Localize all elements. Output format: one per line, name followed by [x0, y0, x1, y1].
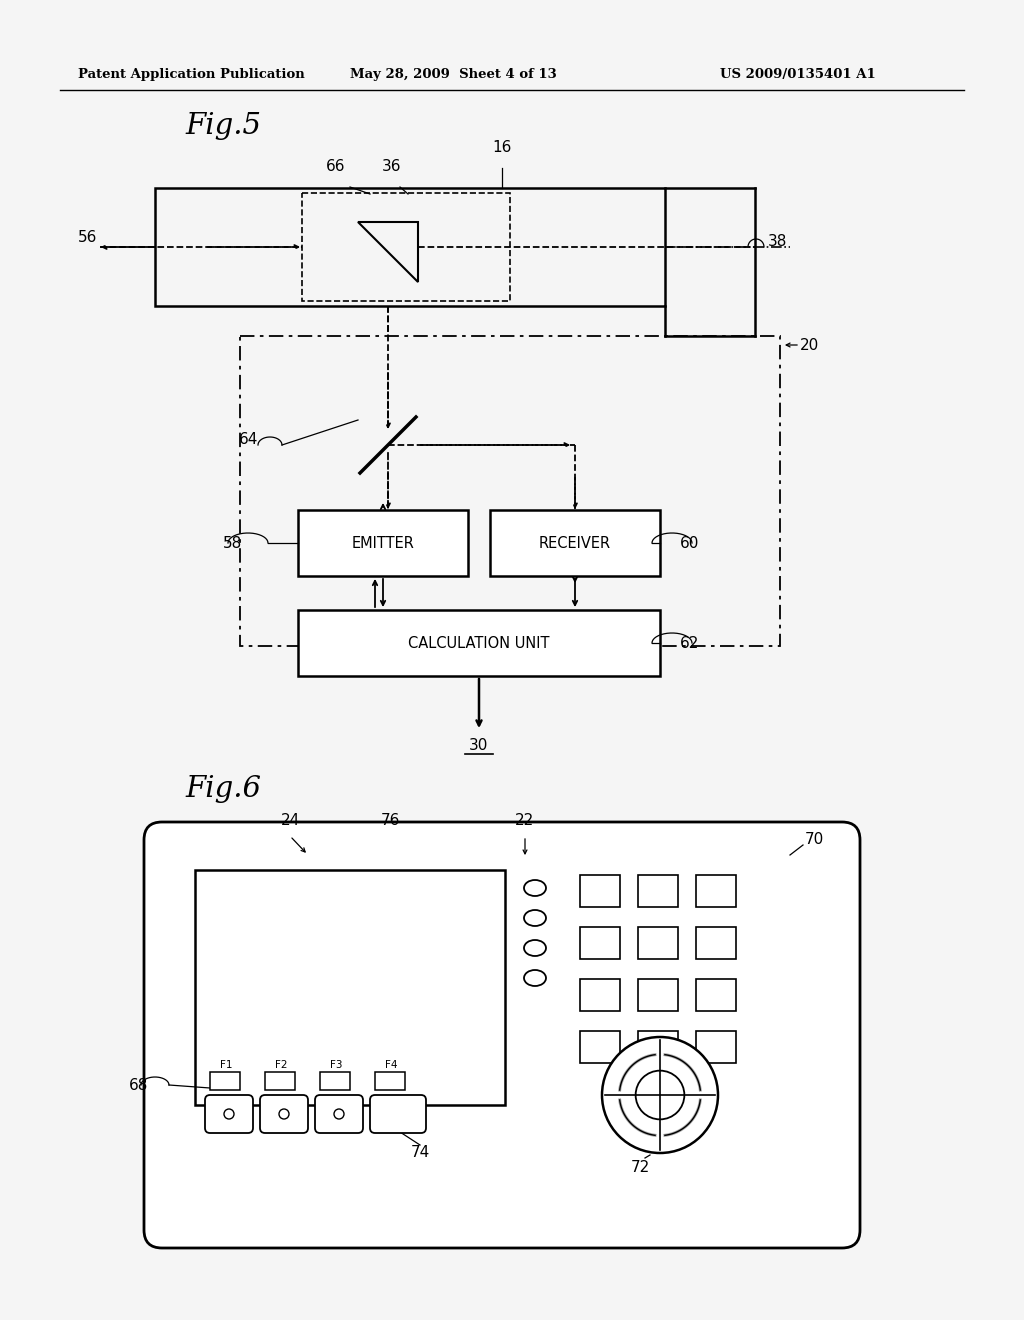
Text: 68: 68: [129, 1077, 148, 1093]
Text: 38: 38: [768, 235, 787, 249]
Circle shape: [224, 1109, 234, 1119]
Ellipse shape: [524, 970, 546, 986]
Text: F3: F3: [330, 1060, 342, 1071]
Bar: [240, 337, 780, 645]
Text: 66: 66: [327, 158, 346, 174]
Bar: [580, 875, 620, 907]
FancyBboxPatch shape: [370, 1096, 426, 1133]
FancyBboxPatch shape: [260, 1096, 308, 1133]
Text: 62: 62: [680, 635, 699, 651]
Text: 30: 30: [469, 738, 488, 752]
Bar: [580, 1031, 620, 1063]
Bar: [580, 979, 620, 1011]
Text: 20: 20: [800, 338, 819, 352]
Text: EMITTER: EMITTER: [351, 536, 415, 550]
FancyBboxPatch shape: [205, 1096, 253, 1133]
Bar: [195, 870, 505, 1105]
Bar: [696, 875, 736, 907]
Text: 72: 72: [631, 1160, 649, 1175]
Bar: [580, 927, 620, 960]
Text: 60: 60: [680, 536, 699, 550]
Bar: [319, 1072, 350, 1090]
Bar: [696, 979, 736, 1011]
Circle shape: [636, 1071, 684, 1119]
Text: 76: 76: [380, 813, 399, 828]
Text: 64: 64: [239, 433, 258, 447]
Text: F4: F4: [385, 1060, 397, 1071]
Circle shape: [334, 1109, 344, 1119]
Bar: [265, 1072, 295, 1090]
Bar: [298, 510, 468, 576]
Text: Fig.5: Fig.5: [185, 112, 261, 140]
Ellipse shape: [524, 880, 546, 896]
Bar: [375, 1072, 406, 1090]
Bar: [638, 927, 678, 960]
FancyBboxPatch shape: [144, 822, 860, 1247]
Text: 74: 74: [411, 1144, 430, 1160]
Text: US 2009/0135401 A1: US 2009/0135401 A1: [720, 69, 876, 81]
Bar: [210, 1072, 240, 1090]
Text: 24: 24: [281, 813, 300, 828]
Circle shape: [602, 1038, 718, 1152]
Bar: [638, 979, 678, 1011]
Text: CALCULATION UNIT: CALCULATION UNIT: [409, 635, 550, 651]
Bar: [696, 927, 736, 960]
Bar: [638, 1031, 678, 1063]
Text: F1: F1: [220, 1060, 232, 1071]
FancyBboxPatch shape: [315, 1096, 362, 1133]
Text: 16: 16: [493, 140, 512, 154]
Bar: [155, 187, 665, 306]
Ellipse shape: [524, 909, 546, 927]
Bar: [298, 610, 660, 676]
Text: 56: 56: [78, 231, 97, 246]
Text: 22: 22: [515, 813, 535, 828]
Text: RECEIVER: RECEIVER: [539, 536, 611, 550]
Bar: [490, 510, 660, 576]
Ellipse shape: [524, 940, 546, 956]
Bar: [638, 875, 678, 907]
Text: 36: 36: [382, 158, 401, 174]
Text: Patent Application Publication: Patent Application Publication: [78, 69, 305, 81]
Text: May 28, 2009  Sheet 4 of 13: May 28, 2009 Sheet 4 of 13: [350, 69, 557, 81]
Text: F2: F2: [274, 1060, 288, 1071]
Bar: [696, 1031, 736, 1063]
Text: Fig.6: Fig.6: [185, 775, 261, 803]
Text: 58: 58: [223, 536, 242, 550]
Bar: [302, 193, 510, 301]
Circle shape: [279, 1109, 289, 1119]
Text: 70: 70: [805, 833, 824, 847]
